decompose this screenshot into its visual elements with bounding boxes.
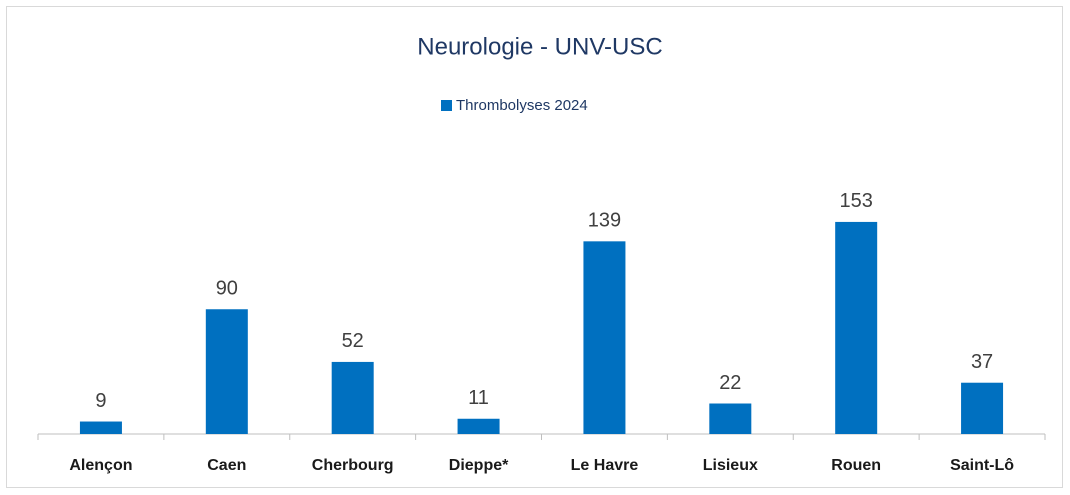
chart-title: Neurologie - UNV-USC — [417, 33, 662, 60]
bar — [583, 241, 626, 434]
data-label: 139 — [588, 210, 621, 232]
bar — [331, 361, 374, 434]
x-tick-label: Alençon — [69, 457, 132, 474]
data-label: 22 — [719, 372, 741, 394]
x-tick-label: Rouen — [831, 457, 881, 474]
data-label: 90 — [216, 278, 238, 300]
x-tick-label: Caen — [207, 457, 246, 474]
x-tick-label: Saint-Lô — [950, 457, 1014, 474]
x-tick-label: Lisieux — [703, 457, 758, 474]
data-label: 11 — [468, 387, 489, 409]
chart-frame — [6, 6, 1063, 488]
x-tick-label: Cherbourg — [312, 457, 394, 474]
bar — [79, 421, 122, 434]
data-label: 153 — [840, 190, 873, 212]
bar — [961, 382, 1004, 434]
bar — [205, 309, 248, 434]
x-tick-label: Le Havre — [571, 457, 639, 474]
data-label: 52 — [342, 330, 364, 352]
bar — [457, 418, 500, 434]
bar — [835, 221, 878, 434]
legend-label: Thrombolyses 2024 — [456, 97, 588, 114]
bar — [709, 403, 752, 434]
x-tick-label: Dieppe* — [449, 457, 509, 474]
data-label: 37 — [971, 351, 993, 373]
legend-swatch — [441, 100, 452, 111]
data-label: 9 — [95, 390, 106, 412]
